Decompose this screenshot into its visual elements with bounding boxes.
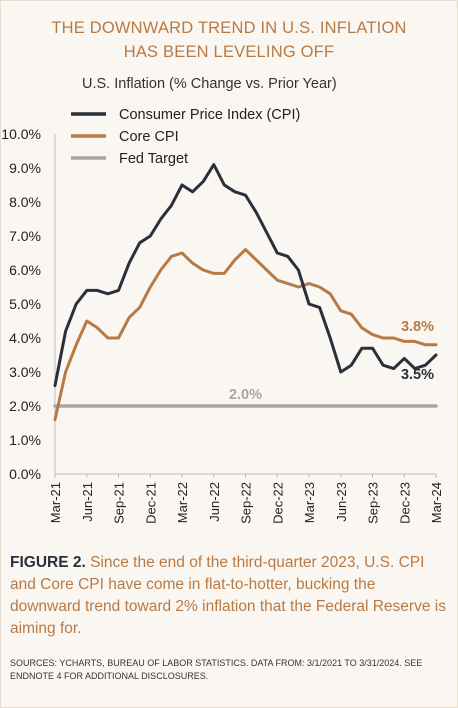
y-tick-label: 6.0% — [9, 262, 41, 278]
x-tick-label: Mar-24 — [429, 482, 444, 523]
y-tick-label: 3.0% — [9, 364, 41, 380]
core-cpi-line — [53, 248, 438, 422]
y-tick-label: 9.0% — [9, 160, 41, 176]
x-tick-label: Jun-21 — [80, 482, 95, 522]
x-tick-label: Dec-23 — [397, 482, 412, 524]
y-tick-label: 5.0% — [9, 296, 41, 312]
y-tick-label: 2.0% — [9, 398, 41, 414]
x-tick-label: Mar-21 — [48, 482, 63, 523]
data-label: 3.5% — [401, 367, 434, 383]
figure-title-line-1: THE DOWNWARD TREND IN U.S. INFLATION — [51, 19, 407, 37]
legend-fed-target: Fed Target — [71, 151, 188, 167]
x-tick-label: Sep-22 — [239, 482, 254, 524]
x-tick-label: Jun-22 — [207, 482, 222, 522]
figure-title: THE DOWNWARD TREND IN U.S. INFLATION HAS… — [0, 16, 458, 64]
legend-cpi: Consumer Price Index (CPI) — [71, 107, 300, 123]
data-label: 3.8% — [401, 319, 434, 335]
y-tick-label: 0.0% — [9, 466, 41, 482]
x-tick-label: Sep-21 — [112, 482, 127, 524]
y-tick-label: 1.0% — [9, 432, 41, 448]
figure-title-line-2: HAS BEEN LEVELING OFF — [123, 43, 335, 61]
figure-caption: FIGURE 2. Since the end of the third-qua… — [10, 552, 450, 640]
y-tick-label: 8.0% — [9, 194, 41, 210]
x-tick-label: Dec-22 — [270, 482, 285, 524]
x-tick-label: Mar-22 — [175, 482, 190, 523]
x-tick-label: Mar-23 — [302, 482, 317, 523]
x-tick-label: Sep-23 — [366, 482, 381, 524]
legend-core-cpi: Core CPI — [71, 129, 179, 145]
legend-label: Core CPI — [119, 129, 179, 145]
inflation-line-chart: 0.0% 1.0% 2.0% 3.0% 4.0% 5.0% 6.0% 7.0% 8.0% 9.0%… — [1, 107, 444, 524]
caption-text: Since the end of the third-quarter 2023,… — [10, 554, 446, 637]
cpi-line — [53, 163, 438, 388]
y-tick-label: 4.0% — [9, 330, 41, 346]
y-tick-label: 10.0% — [1, 126, 41, 142]
sources-note: SOURCES: YCHARTS, BUREAU OF LABOR STATIS… — [10, 658, 423, 681]
x-tick-label: Jun-23 — [334, 482, 349, 522]
caption-label: FIGURE 2. — [10, 554, 86, 571]
x-tick-label: Dec-21 — [143, 482, 158, 524]
y-tick-label: 7.0% — [9, 228, 41, 244]
data-label: 2.0% — [229, 387, 262, 403]
legend-label: Consumer Price Index (CPI) — [119, 107, 300, 123]
legend-label: Fed Target — [119, 151, 188, 167]
chart-title: U.S. Inflation (% Change vs. Prior Year) — [82, 76, 337, 92]
